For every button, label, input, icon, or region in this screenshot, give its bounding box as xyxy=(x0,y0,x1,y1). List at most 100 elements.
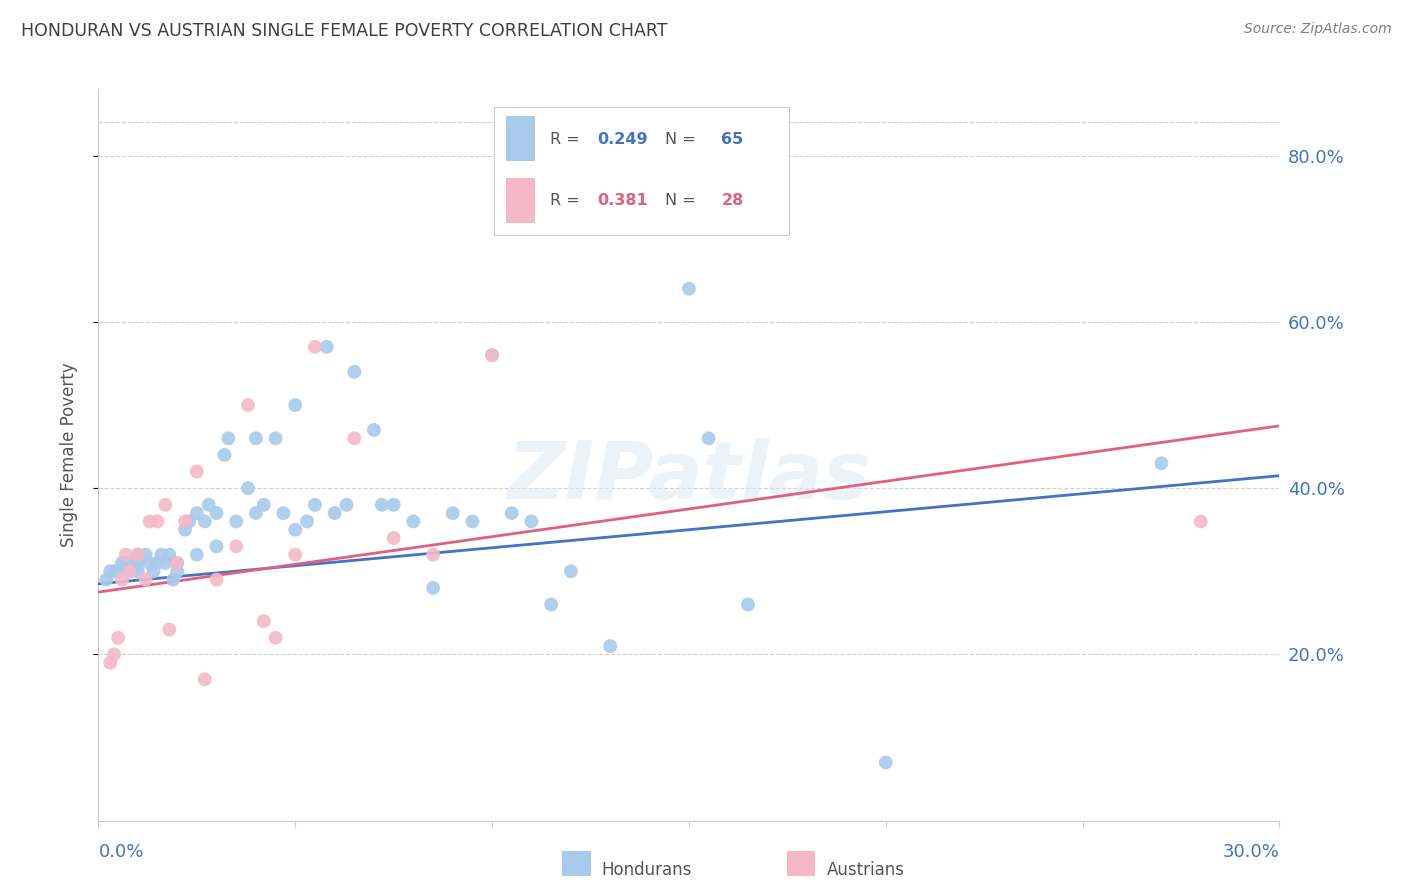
Point xyxy=(540,598,562,612)
Point xyxy=(214,448,236,462)
Point xyxy=(284,398,307,412)
Point xyxy=(111,556,134,570)
Point xyxy=(186,465,208,479)
Point xyxy=(382,498,405,512)
Point xyxy=(236,398,259,412)
Point xyxy=(501,506,523,520)
Point xyxy=(481,348,503,362)
Point xyxy=(138,515,160,529)
Point xyxy=(115,556,138,570)
Point xyxy=(217,431,239,445)
Point xyxy=(103,648,125,662)
Point xyxy=(157,548,180,562)
Text: Hondurans: Hondurans xyxy=(602,861,692,879)
Point xyxy=(678,282,700,296)
Point xyxy=(253,498,276,512)
Point xyxy=(174,523,197,537)
Point xyxy=(166,564,188,578)
Point xyxy=(253,614,276,628)
Point xyxy=(177,515,200,529)
Point xyxy=(520,515,543,529)
Point xyxy=(138,556,160,570)
Point xyxy=(343,431,366,445)
Point xyxy=(273,506,295,520)
Point xyxy=(194,515,217,529)
Point xyxy=(1189,515,1212,529)
Point xyxy=(122,556,145,570)
Point xyxy=(98,564,121,578)
Point xyxy=(127,548,149,562)
Point xyxy=(284,548,307,562)
Point xyxy=(335,498,357,512)
Text: 30.0%: 30.0% xyxy=(1223,843,1279,861)
Point xyxy=(697,431,720,445)
Point xyxy=(174,515,197,529)
Point xyxy=(146,515,169,529)
Point xyxy=(371,498,394,512)
Point xyxy=(382,531,405,545)
Point xyxy=(205,539,228,553)
Point xyxy=(166,556,188,570)
Point xyxy=(284,523,307,537)
Point xyxy=(186,506,208,520)
Point xyxy=(127,556,149,570)
Point xyxy=(98,656,121,670)
Point xyxy=(225,515,247,529)
Point xyxy=(155,498,177,512)
Point xyxy=(194,673,217,687)
Point xyxy=(103,564,125,578)
Point xyxy=(166,556,188,570)
Point xyxy=(111,573,134,587)
Point xyxy=(157,623,180,637)
Point xyxy=(127,564,149,578)
Point xyxy=(135,573,157,587)
Text: HONDURAN VS AUSTRIAN SINGLE FEMALE POVERTY CORRELATION CHART: HONDURAN VS AUSTRIAN SINGLE FEMALE POVER… xyxy=(21,22,668,40)
Point xyxy=(225,539,247,553)
Point xyxy=(236,481,259,495)
Point xyxy=(304,340,326,354)
Point xyxy=(737,598,759,612)
Point xyxy=(441,506,464,520)
Point xyxy=(142,564,165,578)
Point xyxy=(96,573,118,587)
Text: ZIPatlas: ZIPatlas xyxy=(506,438,872,516)
Point xyxy=(135,548,157,562)
Point xyxy=(205,573,228,587)
Point xyxy=(107,564,129,578)
Text: 0.0%: 0.0% xyxy=(98,843,143,861)
Point xyxy=(481,348,503,362)
Point xyxy=(186,548,208,562)
Point xyxy=(245,506,267,520)
Point xyxy=(402,515,425,529)
Point xyxy=(146,556,169,570)
Point xyxy=(315,340,337,354)
Point xyxy=(422,548,444,562)
Point xyxy=(295,515,318,529)
Point xyxy=(127,548,149,562)
Point xyxy=(461,515,484,529)
Point xyxy=(264,631,287,645)
Point xyxy=(205,506,228,520)
Point xyxy=(1150,456,1173,470)
Point xyxy=(264,431,287,445)
Point xyxy=(115,548,138,562)
Point xyxy=(363,423,385,437)
Point xyxy=(245,431,267,445)
Y-axis label: Single Female Poverty: Single Female Poverty xyxy=(59,363,77,547)
Point xyxy=(118,564,141,578)
Point xyxy=(599,639,621,653)
Text: Austrians: Austrians xyxy=(827,861,904,879)
Point xyxy=(107,631,129,645)
Point xyxy=(343,365,366,379)
Point xyxy=(155,556,177,570)
Point xyxy=(150,548,173,562)
Point xyxy=(323,506,346,520)
Point xyxy=(197,498,219,512)
Point xyxy=(875,756,897,770)
Point xyxy=(118,564,141,578)
Point xyxy=(422,581,444,595)
Text: Source: ZipAtlas.com: Source: ZipAtlas.com xyxy=(1244,22,1392,37)
Point xyxy=(127,556,149,570)
Point xyxy=(162,573,184,587)
Point xyxy=(304,498,326,512)
